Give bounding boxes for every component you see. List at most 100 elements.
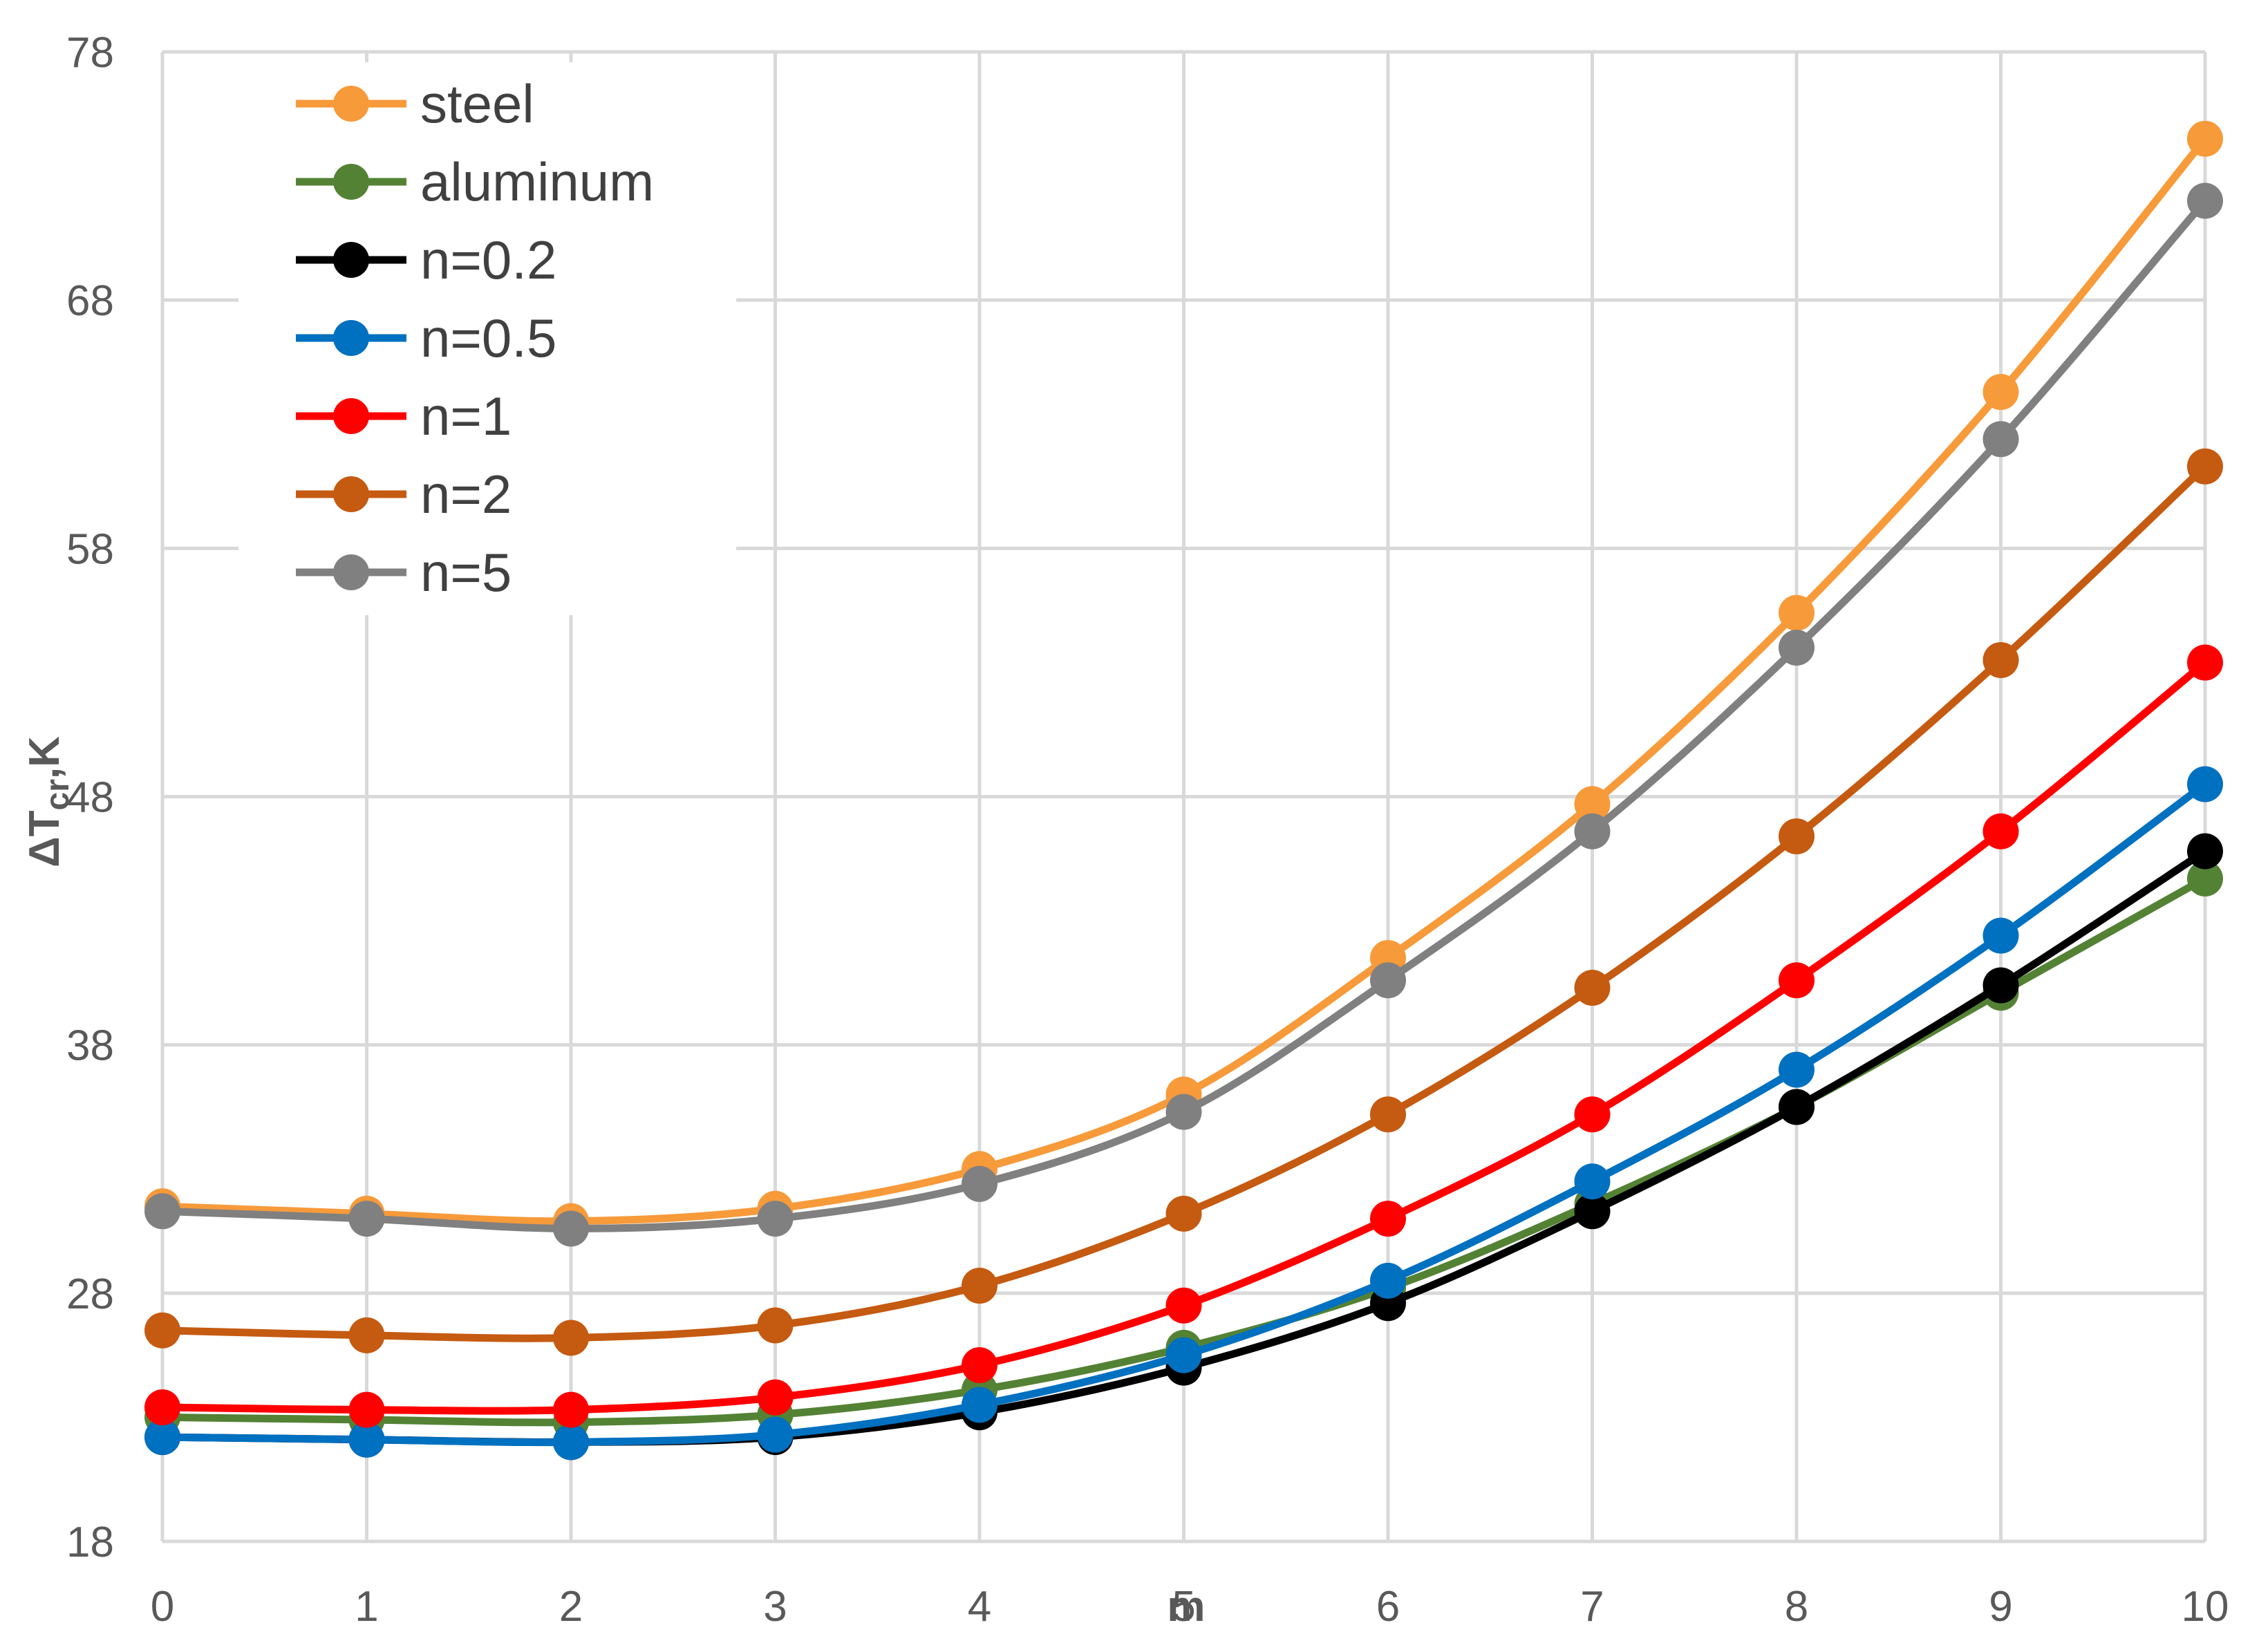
data-point <box>1165 1337 1202 1373</box>
data-point <box>1574 1163 1611 1200</box>
data-point <box>1574 1193 1611 1230</box>
data-point <box>1574 970 1611 1006</box>
y-tick-label: 48 <box>66 774 114 822</box>
x-axis-title: m <box>1167 1583 1205 1631</box>
y-axis-title: ΔTcr,K <box>21 736 76 867</box>
data-point <box>144 1419 180 1456</box>
legend-label: aluminum <box>420 151 654 212</box>
series-n=5 <box>144 182 2223 1247</box>
data-point <box>1982 967 2019 1004</box>
y-tick-label: 58 <box>66 525 114 573</box>
data-point <box>553 1210 589 1247</box>
data-point <box>1574 786 1611 823</box>
y-axis-title-unit: ,K <box>21 736 68 779</box>
series-line <box>158 197 2209 1232</box>
x-tick-label: 0 <box>151 1583 174 1631</box>
x-tick-label: 9 <box>1989 1583 2012 1631</box>
data-point <box>757 1307 794 1344</box>
y-axis-ticks: 18 28 38 48 58 68 78 <box>66 29 114 1566</box>
data-point <box>1165 1093 1202 1130</box>
data-point <box>1982 917 2019 954</box>
data-point <box>1779 962 1815 999</box>
data-point <box>962 1346 997 1383</box>
data-point <box>1574 813 1611 850</box>
data-point <box>553 1391 589 1428</box>
y-tick-label: 28 <box>66 1270 114 1318</box>
series-lines <box>144 120 2223 1461</box>
legend-label: n=2 <box>420 464 512 525</box>
data-point <box>144 1312 180 1349</box>
legend-swatch-marker <box>333 242 369 278</box>
data-point <box>2187 644 2223 681</box>
series-n=1 <box>144 644 2223 1428</box>
legend-label: n=1 <box>420 386 512 447</box>
legend-item: n=0.5 <box>296 308 556 368</box>
data-point <box>1370 962 1406 999</box>
series-n=0.5 <box>144 766 2223 1461</box>
legend-swatch-marker <box>333 476 369 512</box>
x-tick-label: 10 <box>2182 1583 2229 1631</box>
x-axis-ticks: 0 1 2 3 4 5 6 7 8 9 10 <box>151 1583 2229 1631</box>
data-point <box>2187 861 2223 897</box>
data-point <box>348 1201 385 1237</box>
data-point <box>348 1317 385 1353</box>
legend-item: aluminum <box>296 151 654 212</box>
data-point <box>1779 594 1815 631</box>
legend-item: n=0.2 <box>296 229 556 290</box>
data-point <box>1779 1089 1815 1125</box>
data-point <box>1370 1201 1406 1237</box>
x-tick-label: 1 <box>355 1583 378 1631</box>
data-point <box>1982 813 2019 850</box>
x-tick-label: 5 <box>1172 1583 1195 1631</box>
x-tick-label: 7 <box>1580 1583 1604 1631</box>
data-point <box>144 1389 180 1426</box>
data-point <box>962 1165 997 1202</box>
data-point <box>144 1193 180 1230</box>
legend: steel aluminum n=0.2 n=0.5 n=1 n=2 n=5 <box>238 62 736 615</box>
y-axis-title-sub: cr <box>39 779 76 810</box>
data-point <box>1574 1096 1611 1133</box>
legend-swatch-marker <box>333 320 369 356</box>
data-point <box>348 1391 385 1428</box>
legend-label: n=0.5 <box>420 308 556 368</box>
x-tick-label: 4 <box>968 1583 991 1631</box>
y-tick-label: 18 <box>66 1519 114 1566</box>
series-n=2 <box>144 448 2223 1356</box>
y-axis-title-main: ΔT <box>21 810 68 867</box>
data-point <box>1165 1287 1202 1324</box>
data-point <box>2187 182 2223 219</box>
data-point <box>757 1201 794 1237</box>
legend-label: n=0.2 <box>420 229 556 290</box>
data-point <box>553 1320 589 1356</box>
legend-swatch-marker <box>333 398 369 434</box>
y-tick-label: 38 <box>66 1022 114 1070</box>
legend-label: n=5 <box>420 542 512 603</box>
legend-item: steel <box>296 73 534 134</box>
data-point <box>757 1379 794 1416</box>
legend-swatch-marker <box>333 86 369 122</box>
series-line <box>158 659 2209 1415</box>
data-point <box>2187 120 2223 157</box>
data-point <box>1779 818 1815 854</box>
data-point <box>1982 421 2019 458</box>
x-tick-label: 3 <box>763 1583 787 1631</box>
data-point <box>348 1421 385 1458</box>
data-point <box>962 1387 997 1423</box>
data-point <box>757 1416 794 1453</box>
y-tick-label: 78 <box>66 29 114 77</box>
data-point <box>1982 641 2019 678</box>
legend-item: n=1 <box>296 386 512 447</box>
data-point <box>2187 766 2223 802</box>
x-tick-label: 6 <box>1376 1583 1400 1631</box>
data-point <box>962 1268 997 1304</box>
data-point <box>1370 1096 1406 1133</box>
data-point <box>1370 1262 1406 1299</box>
x-tick-label: 2 <box>559 1583 583 1631</box>
data-point <box>2187 833 2223 870</box>
data-point <box>553 1424 589 1461</box>
series-line <box>158 135 2209 1226</box>
data-point <box>2187 448 2223 485</box>
x-tick-label: 8 <box>1785 1583 1808 1631</box>
data-point <box>1982 374 2019 411</box>
